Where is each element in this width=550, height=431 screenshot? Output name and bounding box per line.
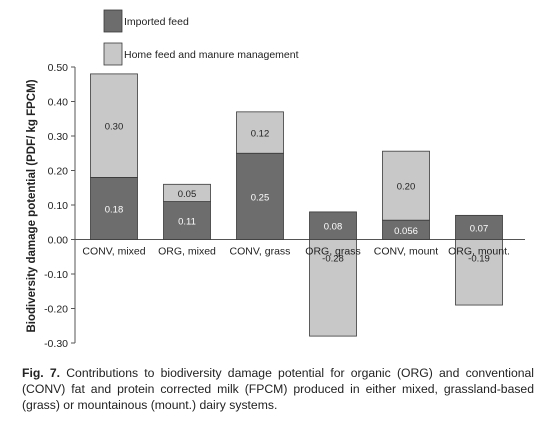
legend-label: Imported feed xyxy=(124,16,189,28)
y-tick-label: -0.20 xyxy=(44,304,68,316)
legend-swatch xyxy=(103,42,123,66)
data-label: 0.08 xyxy=(324,222,343,233)
y-tick-label: 0.40 xyxy=(48,97,69,109)
bar-group xyxy=(90,73,503,337)
data-label: 0.12 xyxy=(251,129,270,140)
data-label: -0.28 xyxy=(322,254,344,265)
x-axis-labels: CONV, mixed ORG, mixed CONV, grass ORG, gra… xyxy=(82,246,510,258)
x-tick-label: CONV, grass xyxy=(230,246,291,258)
data-label: -0.19 xyxy=(468,254,490,265)
bar-segment-home-feed xyxy=(163,183,211,202)
bar-segment-imported-feed xyxy=(163,201,211,240)
bar-segment-home-feed xyxy=(382,150,430,221)
data-label: 0.05 xyxy=(178,189,197,200)
y-axis: 0.50 0.40 0.30 0.20 0.10 0.00 -0.10 -0.20 -0.30 xyxy=(44,62,525,350)
figure-caption: Fig. 7. Contributions to biodiversity da… xyxy=(22,365,534,413)
data-label: 0.20 xyxy=(397,182,416,193)
y-tick-label: -0.30 xyxy=(44,338,68,350)
x-tick-label: CONV, mixed xyxy=(82,246,145,258)
data-labels: 0.18 0.30 0.11 0.05 0.25 0.12 0.08 -0.28 0.056 0.… xyxy=(105,122,490,265)
bar-segment-imported-feed xyxy=(309,211,357,240)
y-tick-label: 0.50 xyxy=(48,62,69,74)
y-tick-label: 0.20 xyxy=(48,166,69,178)
caption-text: Contributions to biodiversity damage pot… xyxy=(22,366,535,412)
y-tick-label: 0.00 xyxy=(48,235,69,247)
data-label: 0.07 xyxy=(470,223,489,234)
chart: Imported feed Home feed and manure manage… xyxy=(26,9,525,350)
bar-segment-home-feed xyxy=(309,239,357,337)
data-label: 0.25 xyxy=(251,192,270,203)
chart-legend: Imported feed Home feed and manure manage… xyxy=(103,9,299,66)
x-tick-label: CONV, mount xyxy=(374,246,438,258)
y-tick-label: 0.10 xyxy=(48,200,69,212)
bar-segment-home-feed xyxy=(90,73,138,178)
bar-segment-imported-feed xyxy=(90,176,138,240)
bar-segment-home-feed xyxy=(455,239,503,306)
x-tick-label: ORG, mixed xyxy=(158,246,216,258)
legend-swatch xyxy=(103,9,123,33)
data-label: 0.30 xyxy=(105,122,124,133)
data-label: 0.11 xyxy=(178,217,196,228)
y-axis-label: Biodiversity damage potential (PDF/ kg F… xyxy=(26,79,38,332)
data-label: 0.056 xyxy=(394,226,418,237)
caption-figure-label: Fig. 7. xyxy=(22,366,61,380)
x-tick-label: ORG, mount. xyxy=(448,246,510,258)
bar-segment-home-feed xyxy=(236,111,284,154)
data-label: 0.18 xyxy=(105,204,124,215)
legend-label: Home feed and manure management xyxy=(124,49,299,61)
bar-segment-imported-feed xyxy=(455,214,503,240)
x-tick-label: ORG, grass xyxy=(305,246,360,258)
y-tick-label: 0.30 xyxy=(48,131,69,143)
y-tick-label: -0.10 xyxy=(44,269,68,281)
